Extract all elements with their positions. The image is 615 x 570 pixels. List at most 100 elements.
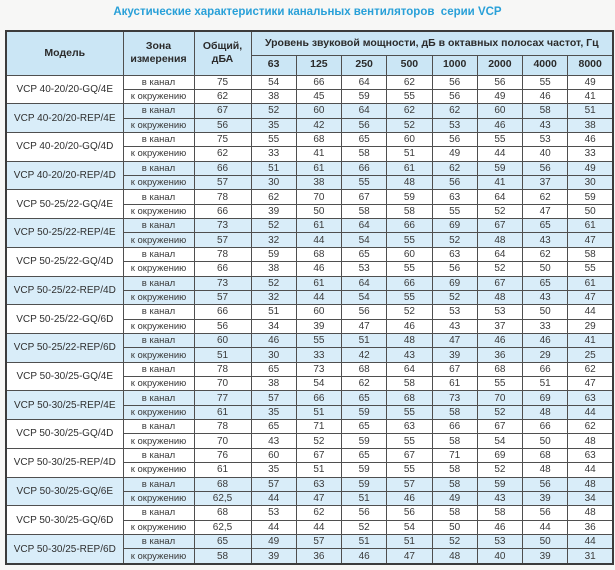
total-dba-cell: 78 bbox=[193, 419, 252, 435]
level-cell: 50 bbox=[567, 203, 614, 220]
level-cell: 58 bbox=[431, 462, 478, 478]
level-cell: 62 bbox=[250, 189, 297, 205]
level-cell: 51 bbox=[386, 533, 433, 550]
level-cell: 33 bbox=[250, 146, 297, 162]
level-cell: 46 bbox=[386, 318, 433, 334]
level-cell: 68 bbox=[295, 246, 343, 263]
table-row: VCP 40-20/20-GQ/4D в канал 75 55 68 65 60 56 55 5… bbox=[5, 131, 614, 162]
level-cell: 46 bbox=[340, 548, 388, 565]
table-row: VCP 50-30/25-REP/4D в канал 76 60 67 65 67 71 69… bbox=[5, 447, 614, 478]
level-cell: 44 bbox=[250, 519, 297, 536]
level-cell: 50 bbox=[521, 433, 569, 449]
table-row: VCP 50-25/22-REP/4D в канал 73 52 61 64 66 69 67… bbox=[5, 275, 614, 306]
level-cell: 53 bbox=[431, 117, 478, 133]
level-cell: 60 bbox=[386, 131, 433, 148]
level-cell: 67 bbox=[386, 447, 433, 464]
level-cell: 47 bbox=[521, 203, 569, 220]
level-cell: 47 bbox=[567, 232, 614, 248]
table-row: VCP 50-30/25-GQ/4E в канал 78 65 73 68 64 67 68 6… bbox=[5, 361, 614, 392]
level-cell: 55 bbox=[295, 332, 343, 349]
level-cell: 66 bbox=[386, 218, 433, 234]
level-cell: 62 bbox=[567, 361, 614, 378]
level-cell: 44 bbox=[295, 289, 343, 306]
level-cell: 49 bbox=[431, 146, 478, 162]
total-dba-cell: 66 bbox=[193, 304, 252, 320]
total-dba-cell: 61 bbox=[193, 404, 252, 421]
level-cell: 35 bbox=[250, 117, 297, 133]
table-row: VCP 50-30/25-REP/6D в канал 65 49 57 51 51 52 53… bbox=[5, 533, 614, 565]
model-cell: VCP 50-30/25-REP/6D bbox=[5, 534, 124, 565]
level-cell: 59 bbox=[340, 433, 388, 449]
level-cell: 43 bbox=[250, 433, 297, 449]
level-cell: 48 bbox=[567, 433, 614, 449]
model-cell: VCP 50-25/22-REP/6D bbox=[5, 332, 124, 363]
col-header-freq-250: 250 bbox=[340, 54, 388, 76]
col-header-model: Модель bbox=[5, 30, 124, 76]
level-cell: 58 bbox=[431, 505, 478, 521]
level-cell: 43 bbox=[476, 490, 524, 507]
level-cell: 46 bbox=[521, 88, 569, 105]
level-cell: 34 bbox=[567, 490, 614, 507]
level-cell: 54 bbox=[340, 289, 388, 306]
level-cell: 73 bbox=[431, 390, 478, 406]
zone-cell: к окружению bbox=[122, 462, 195, 478]
level-cell: 63 bbox=[386, 419, 433, 435]
level-cell: 47 bbox=[340, 318, 388, 334]
level-cell: 25 bbox=[567, 347, 614, 363]
level-cell: 48 bbox=[386, 175, 433, 191]
level-cell: 46 bbox=[476, 519, 524, 536]
table-row: к окружению 62,5 44 47 51 46 49 43 39 34 bbox=[6, 490, 614, 507]
level-cell: 58 bbox=[431, 476, 478, 492]
frequency-header-row: 63 125 250 500 1000 2000 4000 8000 bbox=[6, 54, 614, 76]
level-cell: 58 bbox=[386, 203, 433, 220]
level-cell: 51 bbox=[521, 376, 569, 392]
level-cell: 69 bbox=[476, 447, 524, 464]
level-cell: 57 bbox=[250, 476, 297, 492]
level-cell: 65 bbox=[250, 361, 297, 378]
level-cell: 51 bbox=[340, 332, 388, 349]
level-cell: 46 bbox=[521, 332, 569, 349]
level-cell: 49 bbox=[476, 88, 524, 105]
level-cell: 45 bbox=[295, 88, 343, 105]
level-cell: 58 bbox=[476, 505, 524, 521]
level-cell: 54 bbox=[386, 519, 433, 536]
total-dba-cell: 62,5 bbox=[193, 490, 252, 507]
level-cell: 58 bbox=[340, 146, 388, 162]
table-header: Модель Зона измерения Общий, дБА Уровень… bbox=[5, 30, 614, 76]
total-dba-cell: 78 bbox=[193, 189, 252, 205]
zone-cell: к окружению bbox=[122, 117, 195, 133]
zone-cell: в канал bbox=[122, 447, 195, 464]
level-cell: 52 bbox=[476, 261, 524, 277]
zone-cell: в канал bbox=[122, 476, 195, 492]
level-cell: 50 bbox=[521, 261, 569, 277]
level-cell: 58 bbox=[340, 203, 388, 220]
level-cell: 44 bbox=[567, 304, 614, 320]
level-cell: 62 bbox=[431, 103, 478, 119]
total-dba-cell: 70 bbox=[193, 433, 252, 449]
zone-cell: в канал bbox=[122, 304, 195, 320]
level-cell: 53 bbox=[521, 131, 569, 148]
level-cell: 39 bbox=[521, 548, 569, 565]
level-cell: 56 bbox=[340, 505, 388, 521]
level-cell: 30 bbox=[250, 175, 297, 191]
level-cell: 33 bbox=[567, 146, 614, 162]
level-cell: 59 bbox=[340, 404, 388, 421]
level-cell: 50 bbox=[431, 519, 478, 536]
level-cell: 44 bbox=[567, 462, 614, 478]
zone-cell: в канал bbox=[122, 275, 195, 291]
level-cell: 68 bbox=[386, 390, 433, 406]
total-dba-cell: 78 bbox=[193, 361, 252, 378]
level-cell: 52 bbox=[250, 275, 297, 291]
total-dba-cell: 65 bbox=[193, 533, 252, 550]
level-cell: 60 bbox=[476, 103, 524, 119]
level-cell: 46 bbox=[386, 490, 433, 507]
model-cell: VCP 40-20/20-REP/4E bbox=[5, 103, 124, 133]
level-cell: 55 bbox=[386, 462, 433, 478]
level-cell: 73 bbox=[295, 361, 343, 378]
level-cell: 68 bbox=[295, 131, 343, 148]
level-cell: 57 bbox=[386, 476, 433, 492]
level-cell: 29 bbox=[521, 347, 569, 363]
level-cell: 69 bbox=[431, 218, 478, 234]
level-cell: 37 bbox=[521, 175, 569, 191]
level-cell: 53 bbox=[340, 261, 388, 277]
